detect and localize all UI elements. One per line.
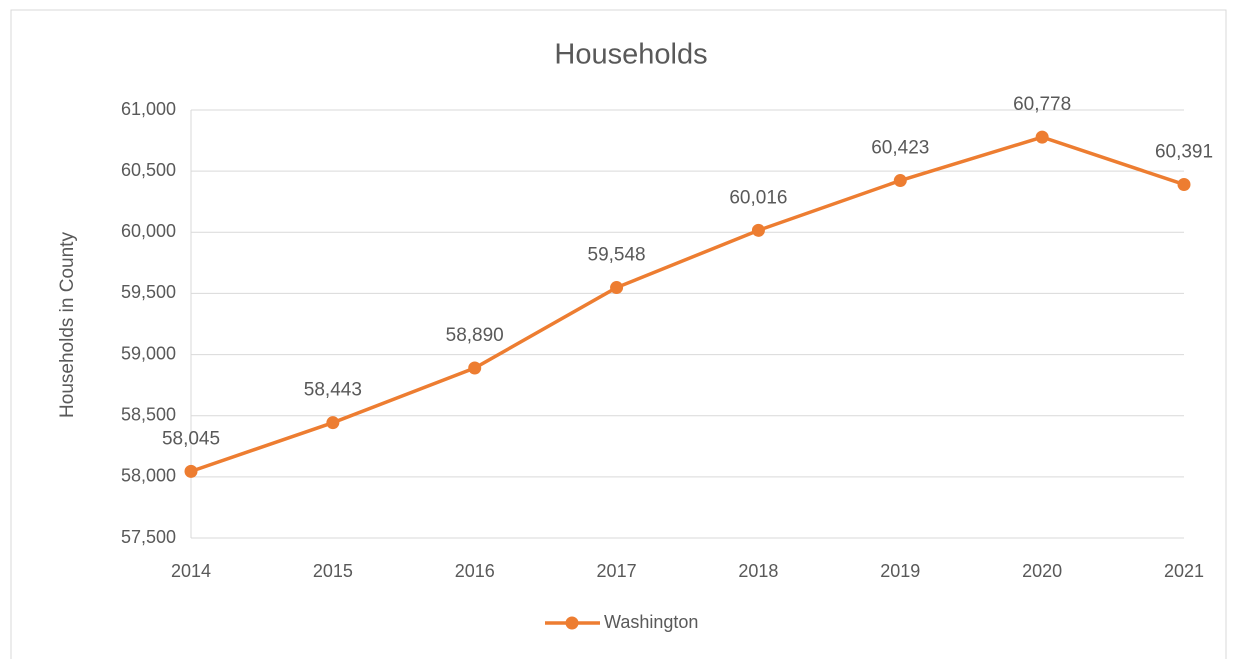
data-point: [1035, 130, 1049, 144]
data-line: [190, 135, 1185, 474]
y-tick-label: 60,500: [121, 160, 176, 180]
data-label: 58,443: [304, 380, 362, 401]
legend-label: Washington: [604, 612, 698, 632]
data-point: [610, 281, 624, 295]
data-label: 60,778: [1013, 94, 1071, 115]
data-point: [184, 464, 198, 478]
y-tick-label: 57,500: [121, 527, 176, 547]
data-point: [468, 361, 482, 375]
chart-border: [10, 9, 1227, 664]
legend-marker: [565, 616, 579, 630]
y-tick-label: 59,000: [121, 343, 176, 363]
x-tick-label: 2015: [313, 561, 353, 581]
data-point: [893, 174, 907, 188]
x-tick-label: 2018: [738, 561, 778, 581]
data-label: 59,548: [588, 245, 646, 266]
y-tick-label: 58,000: [121, 466, 176, 486]
data-label: 58,890: [446, 325, 504, 346]
data-label: 60,016: [729, 187, 787, 208]
data-point: [326, 416, 340, 430]
x-tick-label: 2017: [597, 561, 637, 581]
data-label: 58,045: [162, 428, 220, 449]
y-tick-label: 58,500: [121, 404, 176, 424]
x-tick-label: 2020: [1022, 561, 1062, 581]
x-tick-label: 2016: [455, 561, 495, 581]
y-tick-label: 59,500: [121, 282, 176, 302]
y-tick-label: 60,000: [121, 221, 176, 241]
data-point: [751, 223, 765, 237]
data-label: 60,423: [871, 138, 929, 159]
data-point: [1177, 177, 1191, 191]
x-tick-label: 2014: [171, 561, 211, 581]
data-label: 60,391: [1155, 141, 1213, 162]
x-tick-label: 2019: [880, 561, 920, 581]
x-tick-label: 2021: [1164, 561, 1204, 581]
y-tick-label: 61,000: [121, 99, 176, 119]
chart-title: Households: [554, 39, 707, 71]
y-axis-label: Households in County: [57, 232, 78, 418]
